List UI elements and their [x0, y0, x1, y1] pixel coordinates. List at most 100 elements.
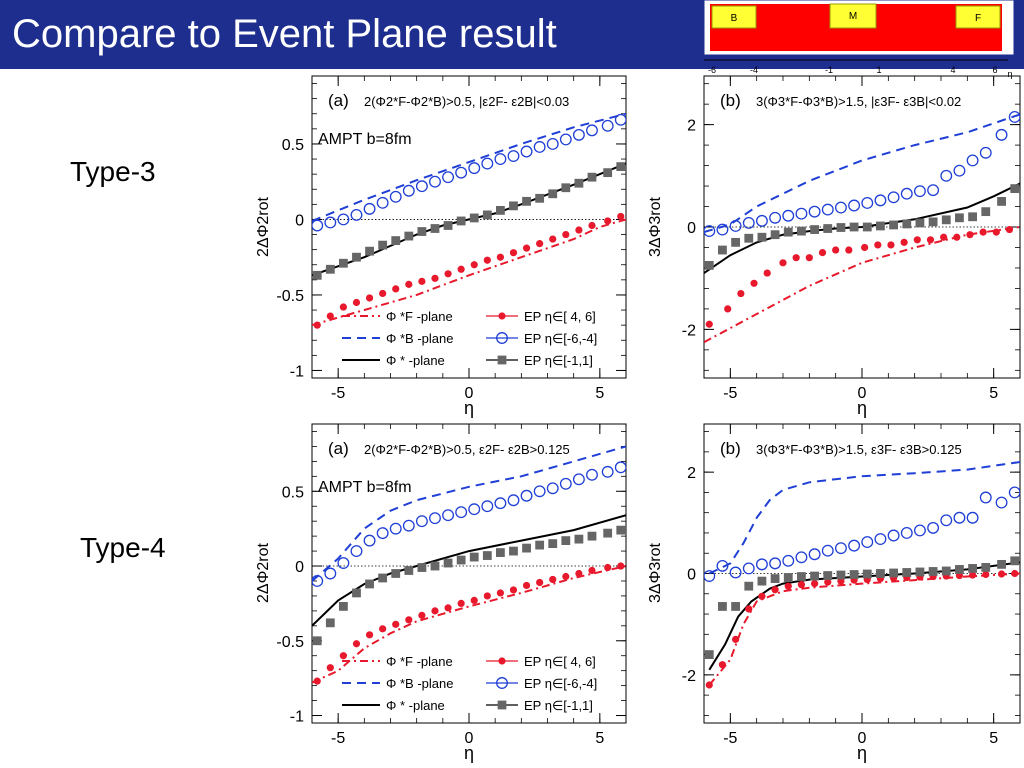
- data-point-open-circle: [755, 214, 768, 227]
- data-point-open-circle: [324, 216, 337, 229]
- detector-label-b: B: [731, 13, 738, 24]
- x-tick-label: -5: [331, 730, 345, 747]
- data-point-open-circle: [614, 113, 626, 126]
- data-point-open-circle: [742, 216, 755, 229]
- data-point-dot: [811, 580, 819, 588]
- data-point-dot: [604, 217, 612, 225]
- data-point-square: [955, 565, 964, 574]
- data-point-square: [836, 570, 846, 580]
- data-point-open-circle: [376, 527, 389, 540]
- detector-tick-5: 4: [950, 65, 955, 75]
- data-point-open-circle: [312, 219, 324, 232]
- x-tick-label: -5: [723, 730, 737, 747]
- panel-condition: 3(Φ3*F-Φ3*B)>1.5, |ε3F- ε3B|<0.02: [756, 94, 961, 109]
- series-line-solid: [704, 182, 1020, 274]
- data-point-open-circle: [900, 187, 913, 200]
- data-point-open-circle: [559, 133, 572, 146]
- data-point-square: [783, 227, 793, 237]
- data-point-square: [889, 220, 898, 230]
- data-point-dot: [718, 661, 727, 669]
- series-group: [312, 112, 626, 329]
- data-point-dot: [418, 611, 426, 619]
- y-axis-label: 2ΔΦ2rot: [255, 196, 272, 256]
- data-point-square: [456, 216, 466, 226]
- data-point-square: [574, 534, 584, 544]
- data-point-square: [352, 588, 361, 598]
- data-point-dot: [352, 640, 361, 648]
- data-point-dot: [326, 312, 334, 320]
- data-point-square: [430, 224, 440, 233]
- series-line-dashed: [312, 112, 626, 222]
- detector-tick-1: -6: [708, 65, 716, 75]
- data-point-open-circle: [481, 157, 494, 170]
- legend-marker-label: EP η∈[-6,-4]: [524, 331, 597, 346]
- data-point-dot: [405, 616, 413, 624]
- data-point-open-circle: [716, 559, 729, 572]
- x-tick-label: 5: [989, 385, 998, 402]
- data-point-square: [456, 555, 466, 565]
- data-point-square: [981, 563, 991, 572]
- data-point-open-circle: [520, 489, 533, 502]
- data-point-dot: [887, 241, 895, 249]
- data-point-square: [757, 232, 767, 242]
- data-point-square: [955, 213, 964, 223]
- row-label-type4: Type-4: [80, 532, 166, 563]
- legend-marker-label: EP η∈[ 4, 6]: [524, 309, 596, 324]
- data-point-square: [378, 573, 388, 583]
- data-point-open-circle: [704, 225, 716, 238]
- data-point-open-circle: [966, 154, 979, 167]
- data-point-square: [889, 568, 898, 578]
- data-point-dot: [575, 569, 583, 578]
- data-point-dot: [617, 212, 625, 221]
- data-point-square: [981, 207, 991, 217]
- y-tick-label: -1: [290, 709, 304, 726]
- data-point-square: [941, 215, 951, 225]
- data-point-dot: [483, 592, 491, 600]
- data-point-dot: [313, 677, 321, 685]
- data-point-square: [704, 650, 714, 659]
- y-tick-label: -2: [682, 322, 696, 339]
- legend-marker: [498, 312, 506, 320]
- data-point-dot: [562, 572, 570, 581]
- data-point-square: [744, 233, 754, 243]
- data-point-open-circle: [1008, 111, 1020, 123]
- series-line-dashdot: [312, 565, 626, 684]
- data-point-open-circle: [601, 119, 614, 132]
- series-line-dashed: [708, 461, 1020, 575]
- data-point-dot: [352, 298, 361, 307]
- data-point-dot: [379, 625, 387, 633]
- legend-line-label: Φ *F -plane: [386, 654, 453, 669]
- data-point-open-circle: [874, 533, 887, 545]
- data-point-open-circle: [468, 503, 481, 516]
- data-point-open-circle: [546, 137, 559, 150]
- data-point-open-circle: [808, 548, 821, 561]
- data-point-open-circle: [704, 570, 716, 582]
- data-point-square: [325, 618, 335, 628]
- data-point-dot: [818, 248, 827, 257]
- data-point-square: [823, 224, 833, 233]
- chart-1: -1 -0.5 0 0.5 -5 0 5 η 2ΔΦ2rot (a) 2(Φ2*F-Φ2*B)>0.…: [255, 75, 627, 418]
- data-point-dot: [339, 652, 347, 660]
- data-point-dot: [522, 581, 531, 590]
- data-point-dot: [940, 233, 948, 241]
- data-point-open-circle: [979, 491, 992, 504]
- y-axis-label: 3ΔΦ3rot: [647, 542, 664, 602]
- data-point-open-circle: [455, 506, 468, 519]
- data-point-square: [731, 237, 740, 247]
- data-point-open-circle: [481, 500, 494, 513]
- series-line-dashdot: [312, 218, 626, 327]
- data-point-square: [509, 201, 518, 211]
- chart-2: -2 0 2 -5 0 5 η 3ΔΦ3rot (b) 3(Φ3*F-Φ3*B)>1.5, |ε3…: [647, 75, 1021, 418]
- detector-label-f: F: [975, 13, 981, 24]
- panel-label: (a): [328, 91, 349, 110]
- data-point-dot: [313, 321, 321, 329]
- data-point-open-circle: [533, 141, 546, 153]
- x-tick-label: -5: [331, 385, 345, 402]
- data-point-dot: [405, 280, 413, 288]
- x-axis-label: η: [857, 398, 867, 418]
- data-point-dot: [549, 575, 557, 584]
- detector-box-m: [829, 3, 877, 29]
- data-point-dot: [379, 289, 387, 298]
- data-point-square: [365, 579, 374, 589]
- data-point-square: [783, 573, 793, 582]
